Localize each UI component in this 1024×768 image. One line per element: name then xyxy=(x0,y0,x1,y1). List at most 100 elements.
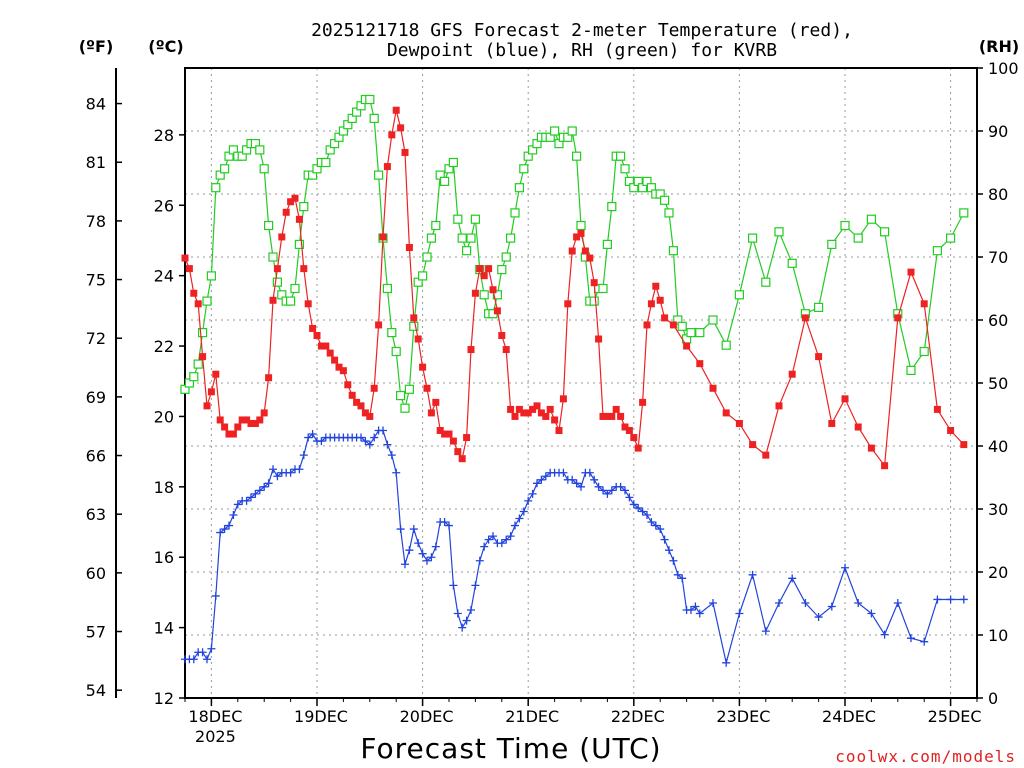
rh-point xyxy=(290,283,300,294)
temperature-point xyxy=(559,395,567,403)
dewpoint-point xyxy=(893,598,902,607)
dewpoint-point xyxy=(643,510,651,519)
gridlines xyxy=(185,68,977,698)
rh-point xyxy=(365,94,375,105)
rh-point xyxy=(453,214,463,224)
dewpoint-point xyxy=(203,655,211,664)
rh-point xyxy=(198,328,208,338)
temperature-point xyxy=(313,331,321,339)
dewpoint-point xyxy=(198,648,207,657)
rh-point xyxy=(426,233,436,243)
rh-point xyxy=(840,220,850,231)
rh-point xyxy=(418,271,428,281)
rh-point xyxy=(211,183,221,193)
dewpoint-point xyxy=(616,482,625,491)
dewpoint-point xyxy=(370,433,379,442)
temperature-point xyxy=(449,437,457,445)
dewpoint-point xyxy=(594,482,603,491)
dewpoint-point xyxy=(269,465,277,474)
dewpoint-point xyxy=(251,489,260,498)
temperature-point xyxy=(458,455,466,463)
rh-point xyxy=(827,239,837,249)
temperature-point xyxy=(423,384,431,392)
dewpoint-point xyxy=(233,500,242,509)
rh-tick-label: 80 xyxy=(988,185,1008,204)
dewpoint-point xyxy=(453,609,462,618)
temperature-point xyxy=(608,412,616,420)
dewpoint-point xyxy=(634,503,643,512)
rh-point xyxy=(708,315,718,325)
rh-point xyxy=(470,214,480,224)
temperature-point xyxy=(661,314,669,322)
dewpoint-point xyxy=(497,539,506,548)
dewpoint-point xyxy=(396,525,405,534)
dewpoint-point xyxy=(431,542,440,551)
x-tick-sublabel: 2025 xyxy=(195,727,236,746)
rh-point xyxy=(321,157,331,168)
rh-point xyxy=(193,359,203,369)
dewpoint-point xyxy=(418,549,427,558)
temperature-point xyxy=(273,265,281,273)
temperature-point xyxy=(388,131,396,139)
temperature-point xyxy=(801,314,809,322)
temperature-point xyxy=(595,335,603,343)
temperature-point xyxy=(335,363,343,371)
rh-point xyxy=(206,271,216,281)
temperature-point xyxy=(643,321,651,329)
rh-point xyxy=(387,328,397,338)
temperature-point xyxy=(722,409,730,417)
rh-point xyxy=(422,252,432,262)
f-tick-label: 54 xyxy=(86,681,106,700)
temperature-point xyxy=(207,388,215,396)
temperature-point xyxy=(366,412,374,420)
rh-point xyxy=(431,220,441,231)
dewpoint-point xyxy=(383,440,392,449)
temperature-point xyxy=(427,409,435,417)
dewpoint-point xyxy=(387,451,396,460)
dewpoint-point xyxy=(854,598,863,607)
rh-point xyxy=(906,365,916,375)
rh-point xyxy=(202,296,212,306)
rh-point xyxy=(602,239,613,249)
temperature-point xyxy=(881,462,889,470)
temperature-point xyxy=(815,353,823,361)
c-tick-label: 24 xyxy=(154,267,174,286)
temperature-point xyxy=(212,370,220,378)
dewpoint-point xyxy=(361,437,370,446)
temperature-point xyxy=(920,300,928,308)
temperature-point xyxy=(586,254,594,262)
rh-tick-label: 90 xyxy=(988,122,1008,141)
dewpoint-point xyxy=(660,535,669,544)
dewpoint-point xyxy=(515,514,524,523)
rh-point xyxy=(492,290,502,300)
temperature-point xyxy=(696,360,704,368)
temperature-point xyxy=(709,384,717,392)
rh-point xyxy=(189,372,199,382)
temperature-point xyxy=(581,247,589,255)
temperature-point xyxy=(498,331,506,339)
temperature-point xyxy=(190,289,198,297)
dewpoint-point xyxy=(933,595,942,604)
x-tick-label: 18DEC xyxy=(188,707,242,726)
dewpoint-point xyxy=(638,507,647,516)
temperature-point xyxy=(656,296,664,304)
dewpoint-point xyxy=(920,637,929,646)
c-tick-label: 22 xyxy=(154,337,174,356)
dewpoint-point xyxy=(260,482,269,491)
dewpoint-point xyxy=(678,574,687,583)
dewpoint-point xyxy=(788,574,797,583)
temperature-point xyxy=(537,409,545,417)
dewpoint-point xyxy=(506,532,515,541)
dewpoint-point xyxy=(427,553,436,562)
dewpoint-point xyxy=(827,602,836,611)
dewpoint-point xyxy=(405,546,414,555)
chart-title-line-1: 2025121718 GFS Forecast 2-meter Temperat… xyxy=(311,20,853,41)
temperature-point xyxy=(639,398,647,406)
temperature-point xyxy=(577,229,585,237)
temperature-point xyxy=(339,367,347,375)
temperature-point xyxy=(520,409,528,417)
rh-tick-label: 50 xyxy=(988,374,1008,393)
temperature-point xyxy=(735,419,743,427)
temperature-point xyxy=(467,346,475,354)
